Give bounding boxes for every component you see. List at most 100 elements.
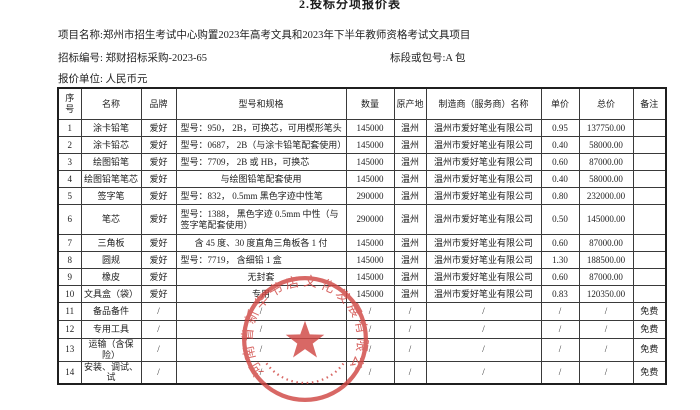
cell: 温州 (393, 285, 427, 303)
cell (632, 119, 667, 137)
cell: 87000.00 (578, 268, 634, 286)
cell: 温州市爱好笔业有限公司 (425, 136, 542, 154)
cell: 免费 (632, 302, 667, 321)
column-header: 名称 (80, 87, 142, 120)
cell: 专用工具 (80, 320, 142, 339)
column-header: 原产地 (393, 87, 427, 120)
cell: / (345, 320, 395, 339)
cell: 无封套 (175, 268, 347, 286)
cell: 145000 (345, 119, 395, 137)
table-row: 14 安装、调试、试 / / / / / / / 免费 (57, 360, 667, 385)
cell: 含 45 度、30 度直角三角板各 1 付 (175, 234, 347, 252)
cell: / (175, 320, 347, 339)
table-row: 11 备品备件 / / / / / / / 免费 (57, 302, 667, 321)
cell: 8 (57, 251, 82, 269)
column-header: 型号和规格 (175, 87, 347, 120)
cell: 290000 (345, 204, 395, 235)
cell: 87000.00 (578, 153, 634, 171)
cell: 0.40 (540, 170, 580, 188)
cell: 温州市爱好笔业有限公司 (425, 234, 542, 252)
cell: 13 (57, 338, 82, 362)
cell (632, 136, 667, 154)
cell: 温州市爱好笔业有限公司 (425, 187, 542, 205)
cell: 145000 (345, 268, 395, 286)
cell: 290000 (345, 187, 395, 205)
cell: 145000 (345, 251, 395, 269)
cell: 免费 (632, 360, 667, 385)
cell (632, 268, 667, 286)
cell: / (578, 360, 634, 385)
cell: / (425, 338, 542, 362)
cell (632, 251, 667, 269)
cell: 3 (57, 153, 82, 171)
meta-package-number: 标段或包号:A 包 (390, 53, 466, 64)
cell: 0.95 (540, 119, 580, 137)
cell: 0.40 (540, 136, 580, 154)
cell: 备品备件 (80, 302, 142, 321)
cell: 温州市爱好笔业有限公司 (425, 268, 542, 286)
cell: 爱好 (140, 136, 177, 154)
cell: 爱好 (140, 204, 177, 235)
cell: 与绘图铅笔配套使用 (175, 170, 347, 188)
cell: / (345, 302, 395, 321)
cell: / (540, 302, 580, 321)
cell: 9 (57, 268, 82, 286)
cell: / (393, 338, 427, 362)
table-row: 3 绘图铅笔 爱好 型号：7709， 2B 或 HB，可换芯 145000 温州 温州市爱好… (57, 153, 667, 171)
cell: 型号：950， 2B，可换芯，可用楔形笔头 (175, 119, 347, 137)
cell: 0.60 (540, 268, 580, 286)
cell: 5 (57, 187, 82, 205)
cell (632, 204, 667, 235)
cell: / (540, 320, 580, 339)
cell: 爱好 (140, 170, 177, 188)
cell: 绘图铅笔笔芯 (80, 170, 142, 188)
table-row: 5 签字笔 爱好 型号：832， 0.5mm 黑色字迹中性笔 290000 温州 温州市爱好… (57, 187, 667, 205)
cell: 188500.00 (578, 251, 634, 269)
cell: 爱好 (140, 285, 177, 303)
cell: 型号：1388， 黑色字迹 0.5mm 中性（与签字笔配套使用） (175, 204, 347, 235)
cell: 型号：7709， 2B 或 HB，可换芯 (175, 153, 347, 171)
cell: / (393, 360, 427, 385)
cell: 1.30 (540, 251, 580, 269)
cell: 0.60 (540, 153, 580, 171)
cell: 文具盒（袋） (80, 285, 142, 303)
table-row: 8 圆规 爱好 型号：7719， 含细铅 1 盒 145000 温州 温州市爱好笔业有限公司… (57, 251, 667, 269)
cell: 涂卡铅笔 (80, 119, 142, 137)
column-header: 单价 (540, 87, 580, 120)
cell: 10 (57, 285, 82, 303)
cell: 11 (57, 302, 82, 321)
cell: / (578, 302, 634, 321)
cell: 圆规 (80, 251, 142, 269)
table-row: 12 专用工具 / / / / / / / 免费 (57, 320, 667, 339)
cell: 145000.00 (578, 204, 634, 235)
cell: 2 (57, 136, 82, 154)
cell: 137750.00 (578, 119, 634, 137)
cell: 120350.00 (578, 285, 634, 303)
cell: 温州市爱好笔业有限公司 (425, 119, 542, 137)
cell: 温州市爱好笔业有限公司 (425, 204, 542, 235)
cell: 4 (57, 170, 82, 188)
cell: 专用 (175, 285, 347, 303)
cell: / (393, 302, 427, 321)
cell: 型号：832， 0.5mm 黑色字迹中性笔 (175, 187, 347, 205)
cell: / (393, 320, 427, 339)
cell: 温州 (393, 119, 427, 137)
column-header: 总价 (578, 87, 634, 120)
column-header: 制造商（服务商）名称 (425, 87, 542, 120)
column-header: 序号 (57, 87, 82, 120)
meta-tender-number: 招标编号: 郑财招标采购-2023-65 (58, 53, 208, 64)
cell: 安装、调试、试 (80, 360, 142, 385)
cell: 温州市爱好笔业有限公司 (425, 285, 542, 303)
cell (632, 234, 667, 252)
cell: 运输（含保险） (80, 338, 142, 362)
cell (632, 285, 667, 303)
cell: 145000 (345, 153, 395, 171)
cell: 87000.00 (578, 234, 634, 252)
table-row: 4 绘图铅笔笔芯 爱好 与绘图铅笔配套使用 145000 温州 温州市爱好笔业有限公司 0.4… (57, 170, 667, 188)
cell: 型号：0687， 2B（与涂卡铅笔配套使用） (175, 136, 347, 154)
cell: 免费 (632, 320, 667, 339)
table-body: 1 涂卡铅笔 爱好 型号：950， 2B，可换芯，可用楔形笔头 145000 温州 温州市爱… (57, 119, 667, 385)
cell: 温州市爱好笔业有限公司 (425, 251, 542, 269)
cell: 温州市爱好笔业有限公司 (425, 170, 542, 188)
cell: / (175, 360, 347, 385)
